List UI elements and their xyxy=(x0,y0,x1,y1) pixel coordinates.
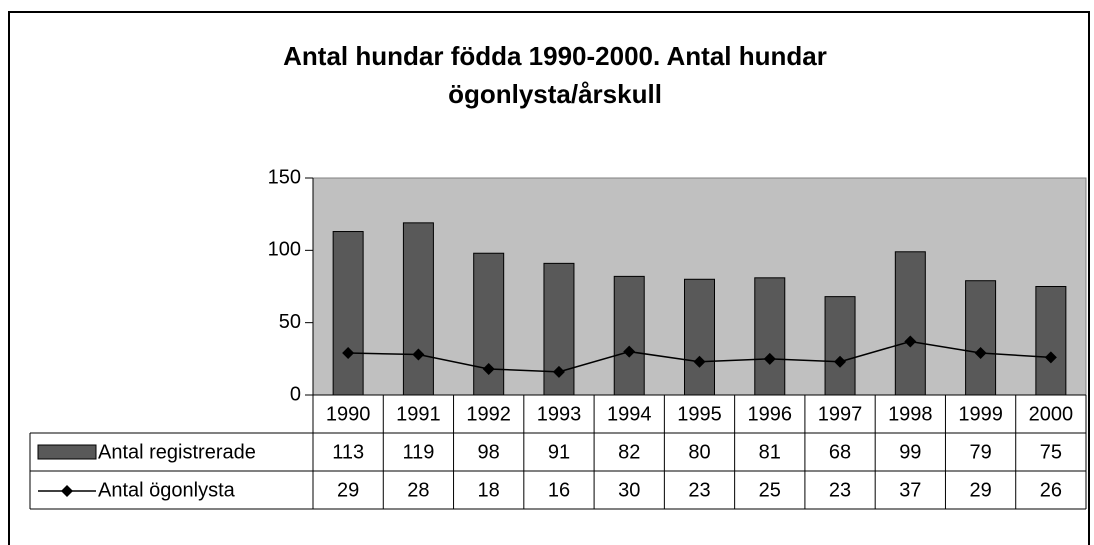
x-tick-label: 1998 xyxy=(888,403,933,425)
bar xyxy=(402,222,434,396)
table-value: 23 xyxy=(829,479,851,501)
table-value: 68 xyxy=(829,441,851,463)
table-value: 16 xyxy=(548,479,570,501)
bar xyxy=(894,251,926,396)
x-tick-label: 1996 xyxy=(748,403,793,425)
table-value: 80 xyxy=(688,441,710,463)
line-marker xyxy=(974,347,987,360)
y-tick-label: 100 xyxy=(268,239,301,261)
table-value: 18 xyxy=(478,479,500,501)
line-marker xyxy=(763,352,776,365)
table-value: 113 xyxy=(332,441,364,463)
line-marker xyxy=(552,365,565,378)
line-marker xyxy=(342,347,355,360)
x-tick-label: 1990 xyxy=(326,403,371,425)
table-value: 37 xyxy=(899,479,921,501)
legend-swatch xyxy=(37,444,97,460)
table-value: 29 xyxy=(337,479,359,501)
table-value: 26 xyxy=(1040,479,1062,501)
table-value: 79 xyxy=(969,441,991,463)
x-tick-label: 1997 xyxy=(818,403,863,425)
line-marker xyxy=(412,348,425,361)
x-tick-label: 1999 xyxy=(958,403,1003,425)
y-tick-label: 0 xyxy=(290,383,301,405)
x-tick-label: 1992 xyxy=(466,403,511,425)
table-value: 98 xyxy=(478,441,500,463)
legend-label: Antal registrerade xyxy=(98,441,256,463)
table-value: 29 xyxy=(969,479,991,501)
line-marker xyxy=(482,362,495,375)
table-value: 82 xyxy=(618,441,640,463)
table-value: 30 xyxy=(618,479,640,501)
table-value: 99 xyxy=(899,441,921,463)
y-tick-label: 50 xyxy=(279,311,301,333)
table-value: 75 xyxy=(1040,441,1062,463)
line-marker xyxy=(1044,351,1057,364)
bar xyxy=(965,280,997,396)
legend-label: Antal ögonlysta xyxy=(98,479,236,501)
bar xyxy=(613,275,645,396)
line-marker xyxy=(693,355,706,368)
table-value: 28 xyxy=(407,479,429,501)
legend-marker xyxy=(61,485,73,497)
bar xyxy=(824,296,856,396)
x-tick-label: 2000 xyxy=(1029,403,1074,425)
bar xyxy=(1035,286,1067,396)
x-tick-label: 1991 xyxy=(396,403,441,425)
table-value: 23 xyxy=(688,479,710,501)
x-tick-label: 1993 xyxy=(537,403,582,425)
line-marker xyxy=(904,335,917,348)
table-value: 81 xyxy=(759,441,781,463)
table-value: 91 xyxy=(548,441,570,463)
line-marker xyxy=(834,355,847,368)
bar xyxy=(754,277,786,396)
x-tick-label: 1995 xyxy=(677,403,722,425)
table-value: 119 xyxy=(402,441,434,463)
chart-title: Antal hundar födda 1990-2000. Antal hund… xyxy=(283,41,827,71)
chart-title: ögonlysta/årskull xyxy=(448,79,662,109)
y-tick-label: 150 xyxy=(268,166,301,188)
bar xyxy=(332,231,364,396)
x-tick-label: 1994 xyxy=(607,403,652,425)
line-marker xyxy=(623,345,636,358)
table-value: 25 xyxy=(759,479,781,501)
bar xyxy=(684,278,715,396)
